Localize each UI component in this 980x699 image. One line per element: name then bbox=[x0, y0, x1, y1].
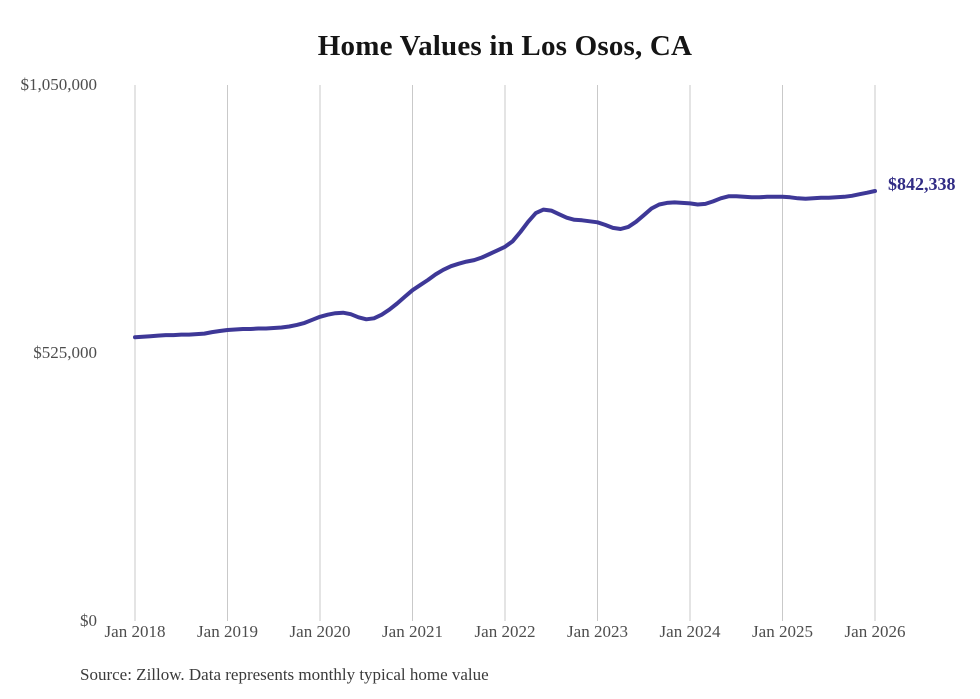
x-axis-tick-label: Jan 2025 bbox=[752, 622, 813, 641]
x-axis-tick-label: Jan 2024 bbox=[659, 622, 721, 641]
x-axis-tick-label: Jan 2021 bbox=[382, 622, 443, 641]
home-value-line-series bbox=[133, 189, 877, 340]
final-value-annotation: $842,338 bbox=[888, 174, 956, 194]
chart-title: Home Values in Los Osos, CA bbox=[317, 30, 693, 62]
y-axis-tick-label: $1,050,000 bbox=[20, 75, 98, 94]
x-axis-tick-label: Jan 2020 bbox=[289, 622, 351, 641]
gridlines bbox=[134, 85, 876, 621]
source-note: Source: Zillow. Data represents monthly … bbox=[80, 665, 489, 684]
x-axis-tick-label: Jan 2026 bbox=[844, 622, 906, 641]
y-axis-tick-label: $525,000 bbox=[33, 343, 97, 362]
x-axis-tick-label: Jan 2022 bbox=[474, 622, 536, 641]
y-axis-tick-label: $0 bbox=[80, 611, 97, 630]
x-axis-tick-label: Jan 2023 bbox=[567, 622, 628, 641]
x-axis-tick-label: Jan 2019 bbox=[197, 622, 258, 641]
x-axis-tick-label: Jan 2018 bbox=[104, 622, 166, 641]
